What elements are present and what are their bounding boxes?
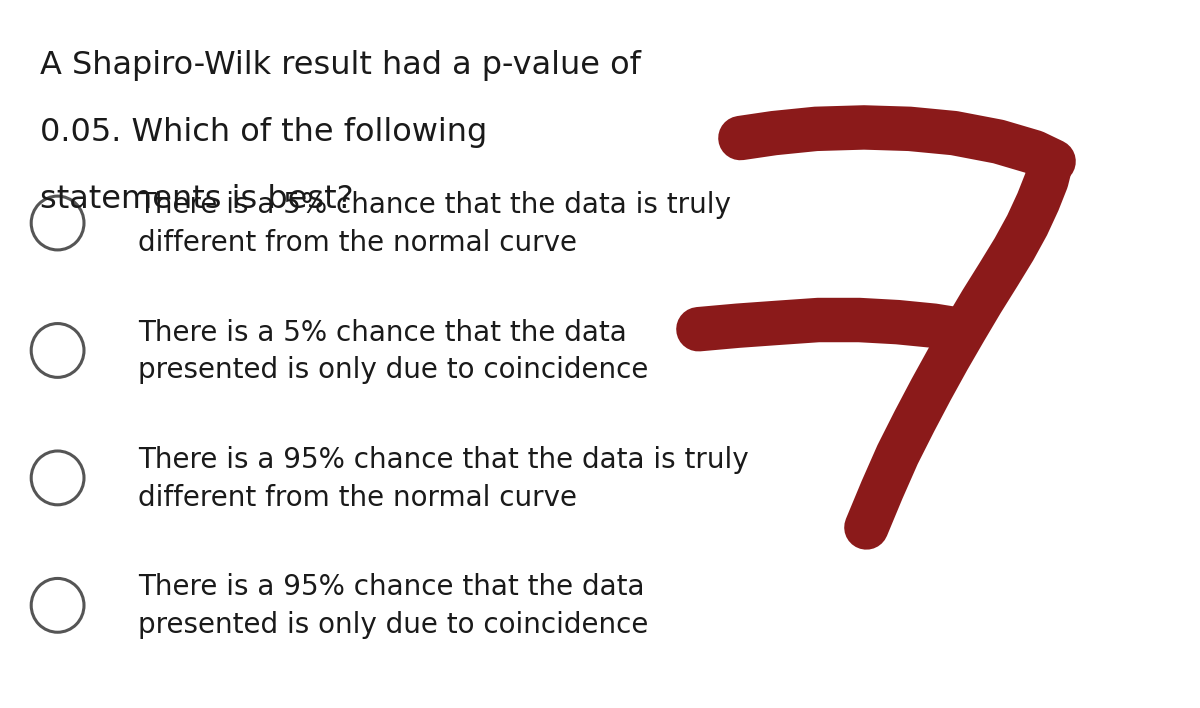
Text: statements is best?: statements is best? <box>40 184 353 215</box>
Text: There is a 5% chance that the data
presented is only due to coincidence: There is a 5% chance that the data prese… <box>138 319 648 384</box>
Text: A Shapiro-Wilk result had a p-value of: A Shapiro-Wilk result had a p-value of <box>40 50 641 81</box>
Text: There is a 95% chance that the data
presented is only due to coincidence: There is a 95% chance that the data pres… <box>138 573 648 639</box>
Text: 0.05. Which of the following: 0.05. Which of the following <box>40 117 487 148</box>
Text: There is a 95% chance that the data is truly
different from the normal curve: There is a 95% chance that the data is t… <box>138 446 749 512</box>
Text: There is a 5% chance that the data is truly
different from the normal curve: There is a 5% chance that the data is tr… <box>138 191 731 257</box>
